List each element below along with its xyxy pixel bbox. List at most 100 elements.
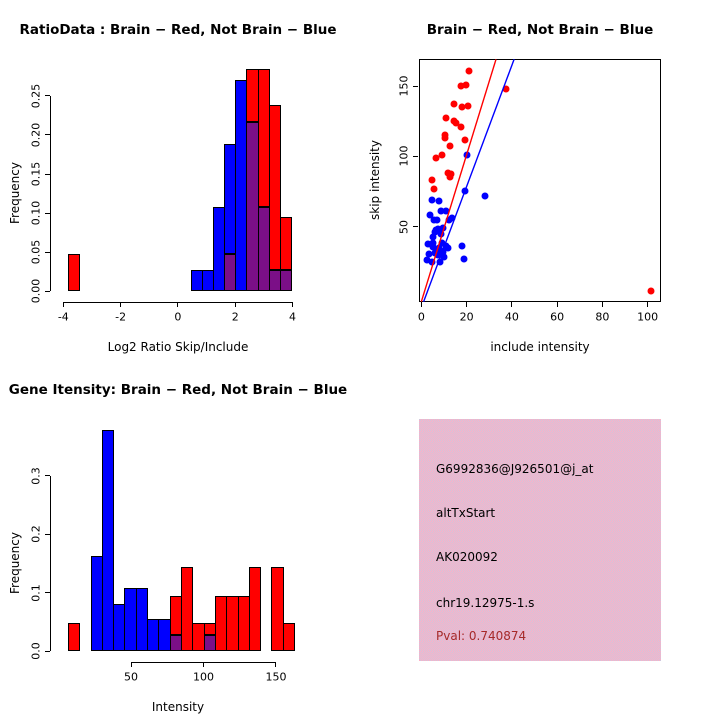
- y-tick: [413, 85, 419, 87]
- ratio-histogram-panel: RatioData : Brain − Red, Not Brain − Blu…: [0, 0, 360, 360]
- histogram-bar-red: [67, 622, 81, 651]
- x-tick: [234, 302, 236, 308]
- y-tick-label: 0.00: [29, 279, 43, 304]
- gene-histogram-title: Gene Itensity: Brain − Red, Not Brain − …: [8, 382, 348, 398]
- scatter-point-red: [450, 100, 458, 108]
- x-tick-label: -4: [57, 310, 69, 324]
- y-tick: [44, 134, 50, 136]
- scatter-point-blue: [425, 250, 433, 258]
- y-tick: [44, 95, 50, 97]
- scatter-point-blue: [428, 196, 436, 204]
- x-tick: [292, 302, 294, 308]
- y-tick: [413, 155, 419, 157]
- scatter-point-red: [465, 67, 473, 75]
- x-tick: [120, 302, 122, 308]
- histogram-bar-purple: [279, 270, 293, 292]
- y-tick-label: 100: [397, 145, 411, 167]
- genomic-location-text: chr19.12975-1.s: [436, 596, 535, 610]
- scatter-point-blue: [431, 249, 439, 257]
- ratio-histogram-title: RatioData : Brain − Red, Not Brain − Blu…: [19, 22, 337, 38]
- x-tick-label: 80: [595, 310, 610, 324]
- scatter-point-red: [464, 102, 472, 110]
- probe-id-text: G6992836@J926501@j_at: [436, 462, 594, 476]
- x-tick: [62, 302, 64, 308]
- x-tick-label: 150: [265, 670, 287, 684]
- x-tick-label: 0: [174, 310, 182, 324]
- x-tick-label: 100: [193, 670, 214, 684]
- y-tick-label: 150: [397, 75, 411, 97]
- y-tick: [44, 173, 50, 175]
- y-tick: [44, 592, 50, 594]
- scatter-point-blue: [458, 242, 466, 250]
- histogram-bar-red: [268, 105, 281, 271]
- ratio-histogram-plot-area: -4 -2 0 2 4 0.00 0.05 0.10 0.15 0.20 0.25: [0, 0, 360, 360]
- scatter-x-axis-label: include intensity: [490, 340, 590, 354]
- gene-intensity-histogram-panel: Gene Itensity: Brain − Red, Not Brain − …: [0, 360, 360, 720]
- scatter-point-red: [446, 173, 454, 181]
- scatter-point-blue: [460, 255, 468, 263]
- x-tick-label: 20: [459, 310, 474, 324]
- histogram-bar-red: [248, 567, 262, 651]
- scatter-point-blue: [430, 216, 438, 224]
- y-tick-label: 0.1: [29, 583, 43, 602]
- scatter-point-red: [442, 114, 450, 122]
- intensity-scatter-panel: Brain − Red, Not Brain − Blue include in…: [360, 0, 720, 360]
- scatter-plot-area: 0 20 40 60 80 100 50 100 150: [360, 0, 720, 360]
- y-tick: [44, 475, 50, 477]
- scatter-point-red: [502, 85, 510, 93]
- y-tick: [44, 650, 50, 652]
- scatter-point-red: [458, 103, 466, 111]
- scatter-point-red: [441, 134, 449, 142]
- y-tick: [413, 226, 419, 228]
- scatter-point-blue: [461, 187, 469, 195]
- x-tick: [275, 662, 277, 668]
- gene-info-box: G6992836@J926501@j_at altTxStart AK02009…: [419, 419, 661, 661]
- x-tick-label: 4: [289, 310, 297, 324]
- x-tick: [130, 662, 132, 668]
- scatter-point-blue: [435, 197, 443, 205]
- y-tick-label: 0.25: [29, 83, 43, 109]
- y-tick-label: 0.20: [29, 122, 43, 148]
- scatter-point-red: [430, 185, 438, 193]
- event-type-text: altTxStart: [436, 506, 496, 520]
- histogram-bar-red: [181, 567, 194, 651]
- x-tick: [647, 301, 649, 307]
- x-tick: [420, 301, 422, 307]
- scatter-title: Brain − Red, Not Brain − Blue: [426, 22, 654, 38]
- histogram-bar-red: [282, 622, 296, 651]
- y-tick-label: 0.05: [29, 239, 43, 265]
- histogram-bar-blue: [101, 430, 115, 651]
- x-tick-label: 2: [231, 310, 239, 324]
- accession-text: AK020092: [436, 550, 498, 564]
- scatter-point-red: [432, 154, 440, 162]
- gene-x-axis-label: Intensity: [151, 700, 205, 714]
- plot-frame: [419, 59, 661, 302]
- y-tick: [44, 533, 50, 535]
- x-tick: [177, 302, 179, 308]
- scatter-point-blue: [429, 243, 437, 251]
- y-tick-label: 0.10: [29, 200, 43, 226]
- scatter-point-blue: [428, 258, 436, 266]
- x-tick: [203, 662, 204, 668]
- y-tick: [44, 212, 50, 214]
- y-tick-label: 50: [397, 219, 411, 234]
- gene-histogram-plot-area: 50 100 150 0.0 0.1 0.2 0.3: [0, 360, 360, 720]
- gene-info-panel: G6992836@J926501@j_at altTxStart AK02009…: [360, 360, 720, 720]
- ratio-x-axis-label: Log2 Ratio Skip/Include: [107, 340, 249, 354]
- y-axis-line: [49, 95, 51, 292]
- y-tick: [44, 251, 50, 253]
- pval-text: Pval: 0.740874: [436, 629, 527, 643]
- scatter-point-blue: [437, 230, 445, 238]
- x-tick-label: 60: [550, 310, 565, 324]
- y-tick-label: 0.3: [29, 467, 43, 485]
- x-tick-label: -2: [115, 310, 127, 324]
- x-tick-label: 50: [124, 670, 139, 684]
- histogram-bar-red: [67, 253, 80, 292]
- scatter-point-red: [428, 176, 436, 184]
- y-tick-label: 0.2: [29, 525, 43, 543]
- histogram-bar-red: [279, 217, 293, 271]
- x-tick-label: 40: [504, 310, 519, 324]
- x-tick-label: 100: [637, 310, 659, 324]
- x-tick: [556, 301, 558, 307]
- x-tick: [466, 301, 468, 307]
